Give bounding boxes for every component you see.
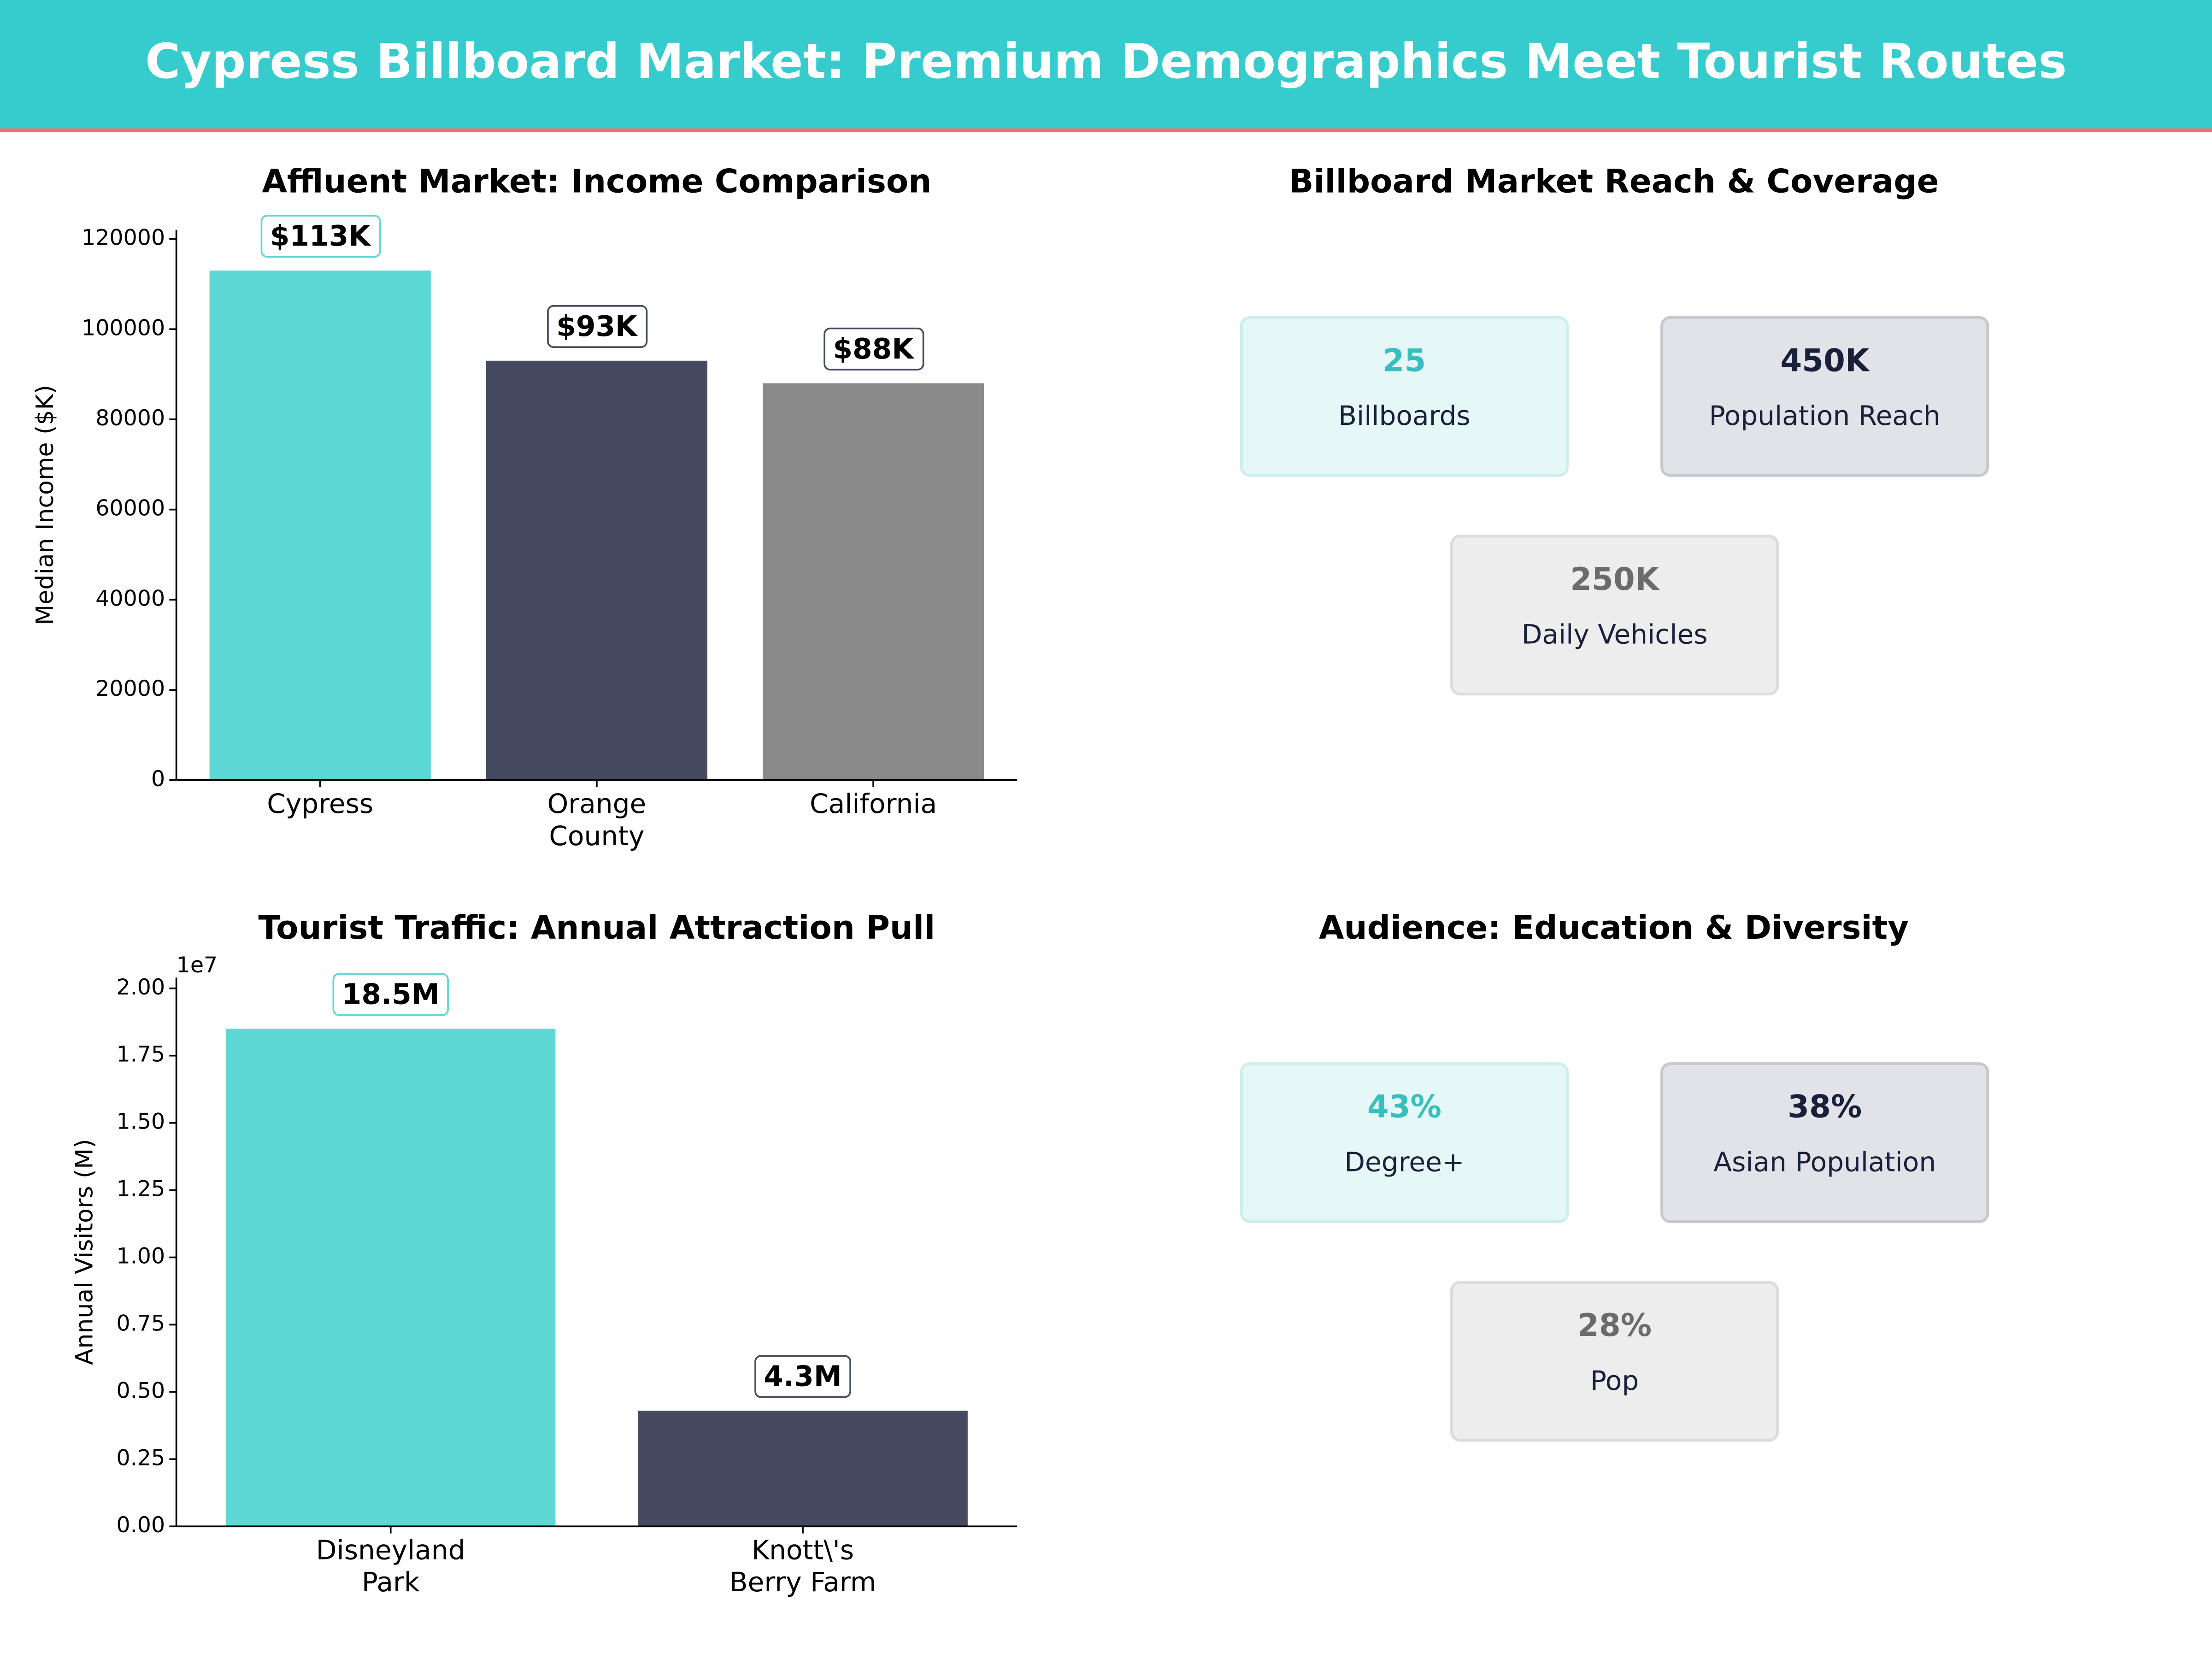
kpi-label: Pop bbox=[1590, 1365, 1639, 1396]
value-label: 4.3M bbox=[754, 1355, 851, 1398]
value-label-box bbox=[260, 215, 381, 258]
kpi-value: 450K bbox=[1780, 342, 1871, 378]
value-label-text: 4.3M bbox=[764, 1360, 841, 1393]
value-label-text: 18.5M bbox=[342, 978, 440, 1011]
value-label-text: $93K bbox=[556, 310, 638, 343]
y-tick-label: 1.50 bbox=[117, 1109, 165, 1135]
bar bbox=[486, 360, 707, 780]
x-tick-label: Disneyland Park bbox=[316, 1534, 465, 1598]
kpi-value: 250K bbox=[1570, 561, 1660, 597]
kpi-card: 43% Degree+ bbox=[1240, 1062, 1569, 1224]
bar bbox=[638, 1411, 968, 1527]
kpi-card: 250K Daily Vehicles bbox=[1450, 535, 1779, 696]
page-title: Cypress Billboard Market: Premium Demogr… bbox=[145, 33, 2067, 89]
kpi-card-box bbox=[1660, 1062, 1989, 1224]
kpi-card: 38% Asian Population bbox=[1660, 1062, 1989, 1224]
kpi-card-box bbox=[1240, 316, 1569, 477]
y-tick-label: 1.25 bbox=[117, 1177, 165, 1202]
axis-offset-label: 1e7 bbox=[176, 953, 218, 978]
panel-title: Billboard Market Reach & Coverage bbox=[1289, 162, 1939, 200]
bar bbox=[209, 271, 431, 780]
value-label-text: $88K bbox=[833, 333, 915, 365]
y-tick-label: 0.75 bbox=[117, 1311, 165, 1336]
panel-title: Audience: Education & Diversity bbox=[1319, 909, 1909, 947]
kpi-label: Billboards bbox=[1338, 400, 1471, 431]
x-tick-label: California bbox=[810, 788, 937, 819]
value-label-box bbox=[332, 973, 449, 1016]
kpi-value: 25 bbox=[1383, 342, 1426, 378]
y-tick-label: 20000 bbox=[95, 676, 165, 701]
y-tick-label: 0.00 bbox=[117, 1512, 165, 1538]
value-label: $113K bbox=[260, 215, 381, 258]
kpi-card-box bbox=[1240, 1062, 1569, 1224]
x-tick-label: Knott\'s Berry Farm bbox=[729, 1534, 877, 1598]
y-tick-label: 40000 bbox=[95, 586, 165, 611]
y-tick-label: 1.00 bbox=[117, 1244, 165, 1269]
y-tick-label: 80000 bbox=[95, 406, 165, 431]
y-tick-label: 2.00 bbox=[117, 975, 165, 1000]
kpi-card-box bbox=[1660, 316, 1989, 477]
kpi-value: 38% bbox=[1788, 1088, 1862, 1125]
y-tick-label: 0 bbox=[151, 766, 165, 792]
subplot-title: Tourist Traffic: Annual Attraction Pull bbox=[258, 909, 935, 947]
value-label-text: $113K bbox=[270, 220, 371, 253]
bar bbox=[225, 1029, 556, 1527]
bar bbox=[762, 383, 984, 780]
y-tick-label: 0.50 bbox=[117, 1378, 165, 1403]
kpi-label: Degree+ bbox=[1344, 1147, 1464, 1178]
subplot-title: Affluent Market: Income Comparison bbox=[262, 162, 931, 200]
kpi-card-box bbox=[1450, 1281, 1779, 1442]
kpi-card: 28% Pop bbox=[1450, 1281, 1779, 1442]
y-tick-label: 120000 bbox=[82, 225, 165, 251]
value-label-box bbox=[754, 1355, 851, 1398]
y-tick-label: 0.25 bbox=[117, 1445, 165, 1471]
kpi-value: 43% bbox=[1367, 1088, 1441, 1125]
value-label: $93K bbox=[547, 305, 648, 348]
x-tick-label: Orange County bbox=[547, 788, 646, 852]
kpi-value: 28% bbox=[1577, 1307, 1652, 1343]
kpi-label: Daily Vehicles bbox=[1522, 619, 1708, 650]
y-axis-label: Annual Visitors (M) bbox=[71, 1139, 99, 1365]
y-axis-label: Median Income ($K) bbox=[31, 385, 59, 625]
value-label-box bbox=[547, 305, 648, 348]
header-rule bbox=[0, 128, 2212, 132]
y-tick-label: 1.75 bbox=[117, 1042, 165, 1067]
kpi-label: Population Reach bbox=[1709, 400, 1941, 431]
y-tick-label: 60000 bbox=[95, 496, 165, 521]
kpi-card: 25 Billboards bbox=[1240, 316, 1569, 477]
value-label-box bbox=[824, 327, 924, 371]
header-band bbox=[0, 0, 2212, 129]
value-label: $88K bbox=[824, 327, 924, 371]
kpi-label: Asian Population bbox=[1713, 1147, 1936, 1178]
y-tick-label: 100000 bbox=[82, 315, 165, 341]
kpi-card-box bbox=[1450, 535, 1779, 696]
x-tick-label: Cypress bbox=[267, 788, 373, 819]
value-label: 18.5M bbox=[332, 973, 449, 1016]
kpi-card: 450K Population Reach bbox=[1660, 316, 1989, 477]
